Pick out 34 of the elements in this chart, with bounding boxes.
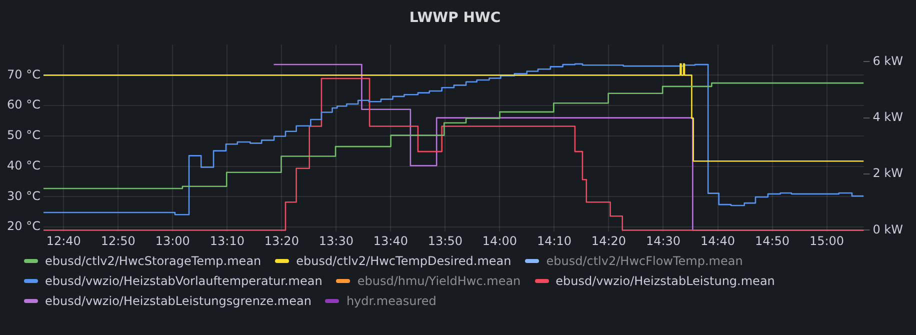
- y2-tick-label: 6 kW: [872, 54, 904, 68]
- y2-tick-label: 2 kW: [872, 166, 904, 180]
- x-tick-label: 13:50: [428, 234, 462, 248]
- x-tick-label: 13:10: [210, 234, 244, 248]
- legend-label: ebusd/vwzio/HeizstabLeistungsgrenze.mean: [45, 294, 312, 308]
- y2-tick-label: 0 kW: [872, 222, 904, 236]
- x-tick-label: 15:00: [809, 234, 844, 248]
- y-tick-label: 40 °C: [6, 158, 40, 172]
- x-tick-label: 13:00: [155, 234, 190, 248]
- x-tick-label: 14:00: [482, 234, 518, 248]
- legend-label: ebusd/ctlv2/HwcTempDesired.mean: [296, 254, 512, 268]
- x-tick-label: 14:10: [536, 234, 572, 248]
- x-tick-label: 14:40: [700, 234, 736, 248]
- x-tick-label: 13:20: [264, 234, 299, 248]
- y-tick-label: 60 °C: [6, 98, 40, 112]
- legend-label: hydr.measured: [346, 294, 436, 308]
- y-tick-label: 30 °C: [6, 188, 40, 203]
- x-tick-label: 12:40: [46, 234, 81, 248]
- legend-label: ebusd/vwzio/HeizstabLeistung.mean: [556, 274, 775, 288]
- y-tick-label: 20 °C: [6, 219, 40, 234]
- x-tick-label: 13:40: [373, 234, 408, 248]
- x-tick-label: 12:50: [100, 234, 136, 248]
- y-tick-label: 70 °C: [6, 67, 40, 82]
- legend-label: ebusd/hmu/YieldHwc.mean: [357, 274, 521, 288]
- legend-label: ebusd/ctlv2/HwcFlowTemp.mean: [546, 254, 743, 268]
- x-tick-label: 14:30: [646, 234, 681, 248]
- legend-label: ebusd/vwzio/HeizstabVorlauftemperatur.mean: [45, 274, 322, 288]
- legend-label: ebusd/ctlv2/HwcStorageTemp.mean: [45, 254, 262, 268]
- y-tick-label: 50 °C: [6, 128, 40, 142]
- x-tick-label: 13:30: [318, 234, 354, 248]
- y2-tick-label: 4 kW: [872, 110, 904, 124]
- x-tick-label: 14:50: [754, 234, 790, 248]
- x-tick-label: 14:20: [591, 234, 626, 248]
- chart-title: LWWP HWC: [409, 10, 501, 26]
